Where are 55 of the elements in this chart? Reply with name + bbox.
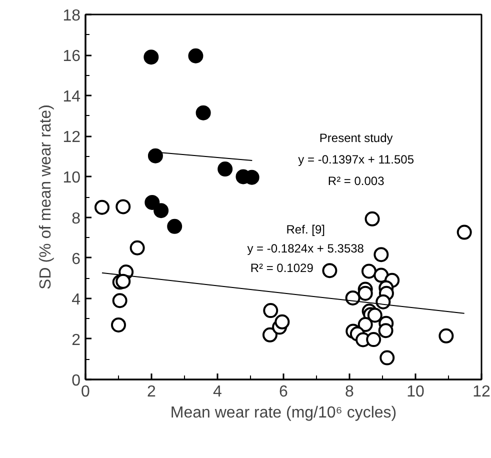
y-axis-title: SD (% of mean wear rate) xyxy=(38,104,55,290)
annotation: R² = 0.003 xyxy=(328,174,385,188)
y-tick-label: 8 xyxy=(72,210,81,228)
y-tick-label: 6 xyxy=(72,250,81,268)
point xyxy=(376,294,391,310)
y-tick-label: 14 xyxy=(62,88,81,106)
point xyxy=(130,240,145,256)
x-tick-label: 10 xyxy=(406,384,424,400)
point xyxy=(154,203,169,218)
point xyxy=(167,218,182,234)
point xyxy=(196,105,211,120)
x-tick-label: 2 xyxy=(147,384,156,400)
point xyxy=(358,286,373,301)
x-tick-label: 12 xyxy=(472,384,490,400)
point xyxy=(345,290,360,306)
point xyxy=(116,274,131,289)
point xyxy=(188,48,204,64)
y-tick-label: 12 xyxy=(62,129,81,146)
point xyxy=(438,328,454,344)
y-tick-label: 0 xyxy=(72,372,81,390)
point xyxy=(144,194,160,210)
point xyxy=(144,50,159,65)
y-tick-label: 16 xyxy=(62,48,81,66)
point xyxy=(218,162,233,177)
point xyxy=(358,317,373,332)
point xyxy=(112,293,128,308)
x-tick-label: 6 xyxy=(279,384,288,400)
annotation: Present study xyxy=(319,131,393,146)
x-axis-title: Mean wear rate (mg/10⁶ cycles) xyxy=(170,404,397,422)
point xyxy=(366,332,382,348)
point xyxy=(378,323,394,338)
x-tick-label: 8 xyxy=(345,384,354,400)
point xyxy=(456,224,472,240)
point xyxy=(380,350,395,366)
point xyxy=(364,211,380,226)
point xyxy=(148,148,163,164)
x-tick-label: 4 xyxy=(213,384,222,400)
y-tick-label: 2 xyxy=(72,332,81,349)
annotation: y = -0.1397x + 11.505 xyxy=(298,152,414,166)
point xyxy=(374,247,389,262)
point xyxy=(111,317,126,332)
point xyxy=(367,308,382,323)
point xyxy=(116,199,131,214)
point xyxy=(94,200,110,215)
annotation: Ref. [9] xyxy=(286,222,325,236)
point xyxy=(322,263,338,278)
y-tick-label: 18 xyxy=(62,8,81,24)
annotation: R² = 0.1029 xyxy=(250,260,314,275)
point xyxy=(274,314,290,330)
y-tick-label: 4 xyxy=(72,291,81,308)
point xyxy=(361,264,376,279)
point xyxy=(262,327,278,342)
point xyxy=(263,303,278,318)
y-tick-label: 10 xyxy=(62,170,81,187)
annotation: y = -0.1824x + 5.3538 xyxy=(247,242,364,256)
